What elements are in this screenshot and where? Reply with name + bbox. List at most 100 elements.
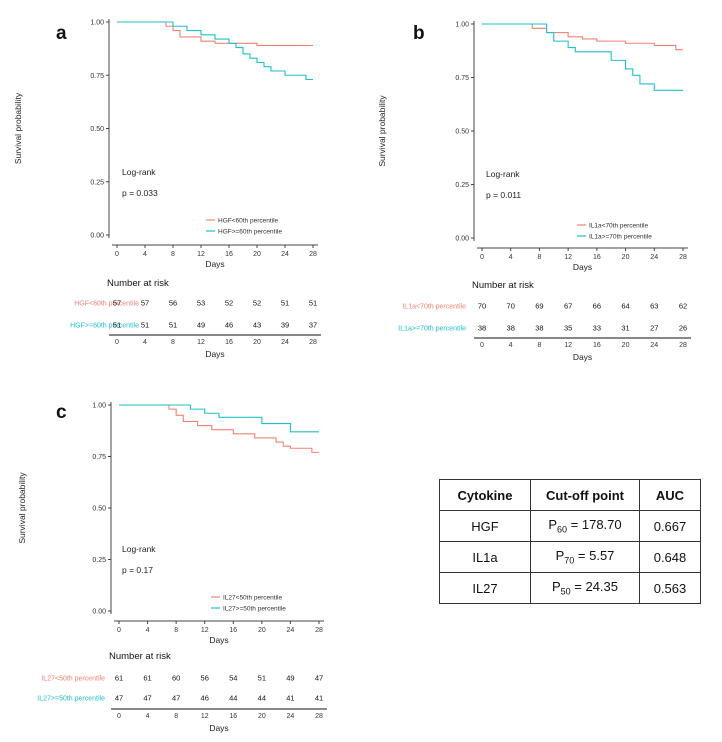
risk-x-tick-label: 4 — [509, 342, 513, 349]
x-axis-label-c: Days — [209, 635, 228, 645]
survival-curve-b-high — [482, 23, 683, 91]
risk-count: 47 — [115, 694, 123, 703]
legend-label: IL1a<70th percentile — [589, 222, 648, 229]
cell-cytokine: IL27 — [439, 572, 531, 604]
risk-count: 26 — [679, 324, 687, 333]
cutoff-percentile-symbol: P — [548, 517, 558, 533]
x-tick-label: 28 — [315, 627, 323, 634]
y-tick-label: 0.50 — [455, 129, 469, 136]
risk-count: 64 — [621, 302, 629, 311]
x-tick-label: 24 — [650, 254, 658, 261]
logrank-label-c: Log-rank — [122, 544, 156, 554]
risk-count: 61 — [115, 674, 123, 683]
risk-count: 38 — [478, 324, 486, 333]
risk-count: 33 — [593, 324, 601, 333]
risk-count: 51 — [141, 321, 149, 330]
x-tick-label: 8 — [171, 251, 175, 258]
cell-cytokine: HGF — [439, 510, 531, 542]
y-tick-label: 0.25 — [90, 179, 104, 186]
logrank-label-b: Log-rank — [486, 169, 520, 179]
risk-x-tick-label: 12 — [197, 339, 205, 346]
pvalue-label-c: p = 0.17 — [122, 565, 153, 575]
y-tick-label: 0.75 — [90, 73, 104, 80]
x-tick-label: 24 — [287, 627, 295, 634]
risk-count: 46 — [201, 694, 209, 703]
cutoff-percentile: 60 — [557, 524, 568, 535]
risk-count: 67 — [564, 302, 572, 311]
risk-x-tick-label: 28 — [309, 339, 317, 346]
survival-curve-b-low — [482, 23, 683, 51]
risk-x-tick-label: 12 — [201, 713, 209, 720]
y-tick-label: 0.75 — [92, 454, 106, 461]
x-tick-label: 28 — [679, 254, 687, 261]
y-tick-label: 0.00 — [92, 609, 106, 616]
risk-x-tick-label: 4 — [146, 713, 150, 720]
risk-x-tick-label: 8 — [174, 713, 178, 720]
x-tick-label: 20 — [622, 254, 630, 261]
risk-row-label: IL27<50th percentile — [41, 676, 105, 683]
cutoff-percentile: 50 — [560, 586, 571, 597]
risk-x-tick-label: 16 — [229, 713, 237, 720]
risk-count: 41 — [315, 694, 323, 703]
survival-curve-c-high — [119, 404, 319, 433]
risk-x-tick-label: 24 — [650, 342, 658, 349]
x-tick-label: 16 — [225, 251, 233, 258]
risk-table-title-c: Number at risk — [109, 651, 171, 662]
table-header-cytokine: Cytokine — [439, 479, 531, 511]
x-tick-label: 8 — [537, 254, 541, 261]
y-tick-label: 0.25 — [92, 557, 106, 564]
x-tick-label: 0 — [115, 251, 119, 258]
x-tick-label: 4 — [143, 251, 147, 258]
risk-count: 31 — [621, 324, 629, 333]
table-header-cutoff: Cut-off point — [530, 479, 640, 511]
risk-count: 70 — [478, 302, 486, 311]
risk-count: 66 — [593, 302, 601, 311]
y-tick-label: 0.25 — [455, 182, 469, 189]
risk-x-tick-label: 12 — [564, 342, 572, 349]
x-tick-label: 20 — [253, 251, 261, 258]
x-tick-label: 4 — [146, 627, 150, 634]
risk-count: 44 — [258, 694, 266, 703]
y-axis-label-a: Survival probability — [13, 92, 23, 164]
cutoff-auc-table: Cytokine Cut-off point AUC HGF P60 = 178… — [439, 479, 701, 604]
risk-count: 62 — [679, 302, 687, 311]
legend-label: HGF>=60th percentile — [218, 228, 282, 235]
cell-cutoff: P50 = 24.35 — [530, 572, 640, 604]
risk-count: 43 — [253, 321, 261, 330]
cell-cytokine: IL1a — [439, 541, 531, 573]
x-tick-label: 0 — [480, 254, 484, 261]
legend-label: IL1a>=70th percentile — [589, 233, 652, 240]
y-tick-label: 0.75 — [455, 75, 469, 82]
risk-table-title-b: Number at risk — [472, 280, 534, 291]
table-row: IL1a P70 = 5.57 0.648 — [439, 541, 701, 573]
cutoff-value: = 178.70 — [567, 517, 622, 533]
risk-count: 44 — [229, 694, 237, 703]
risk-row-label: IL1a<70th percentile — [402, 304, 466, 311]
x-tick-label: 16 — [229, 627, 237, 634]
legend-label: HGF<60th percentile — [218, 217, 279, 224]
cell-auc: 0.667 — [639, 510, 701, 542]
risk-count: 52 — [253, 299, 261, 308]
cutoff-value: = 24.35 — [570, 579, 619, 595]
risk-x-tick-label: 16 — [593, 342, 601, 349]
risk-x-tick-label: 20 — [622, 342, 630, 349]
risk-count: 60 — [172, 674, 180, 683]
risk-x-tick-label: 8 — [171, 339, 175, 346]
risk-x-tick-label: 28 — [679, 342, 687, 349]
x-tick-label: 16 — [593, 254, 601, 261]
risk-x-axis-label-b: Days — [573, 352, 592, 362]
logrank-label-a: Log-rank — [122, 167, 156, 177]
risk-count: 61 — [143, 674, 151, 683]
cutoff-value: = 5.57 — [574, 548, 615, 564]
x-axis-label-a: Days — [205, 259, 224, 269]
risk-count: 38 — [507, 324, 515, 333]
risk-x-tick-label: 16 — [225, 339, 233, 346]
y-tick-label: 0.00 — [455, 236, 469, 243]
y-axis-label-c: Survival probability — [17, 472, 27, 544]
risk-count: 52 — [225, 299, 233, 308]
risk-x-tick-label: 0 — [117, 713, 121, 720]
risk-count: 35 — [564, 324, 572, 333]
x-tick-label: 24 — [281, 251, 289, 258]
risk-table-title-a: Number at risk — [107, 278, 169, 289]
